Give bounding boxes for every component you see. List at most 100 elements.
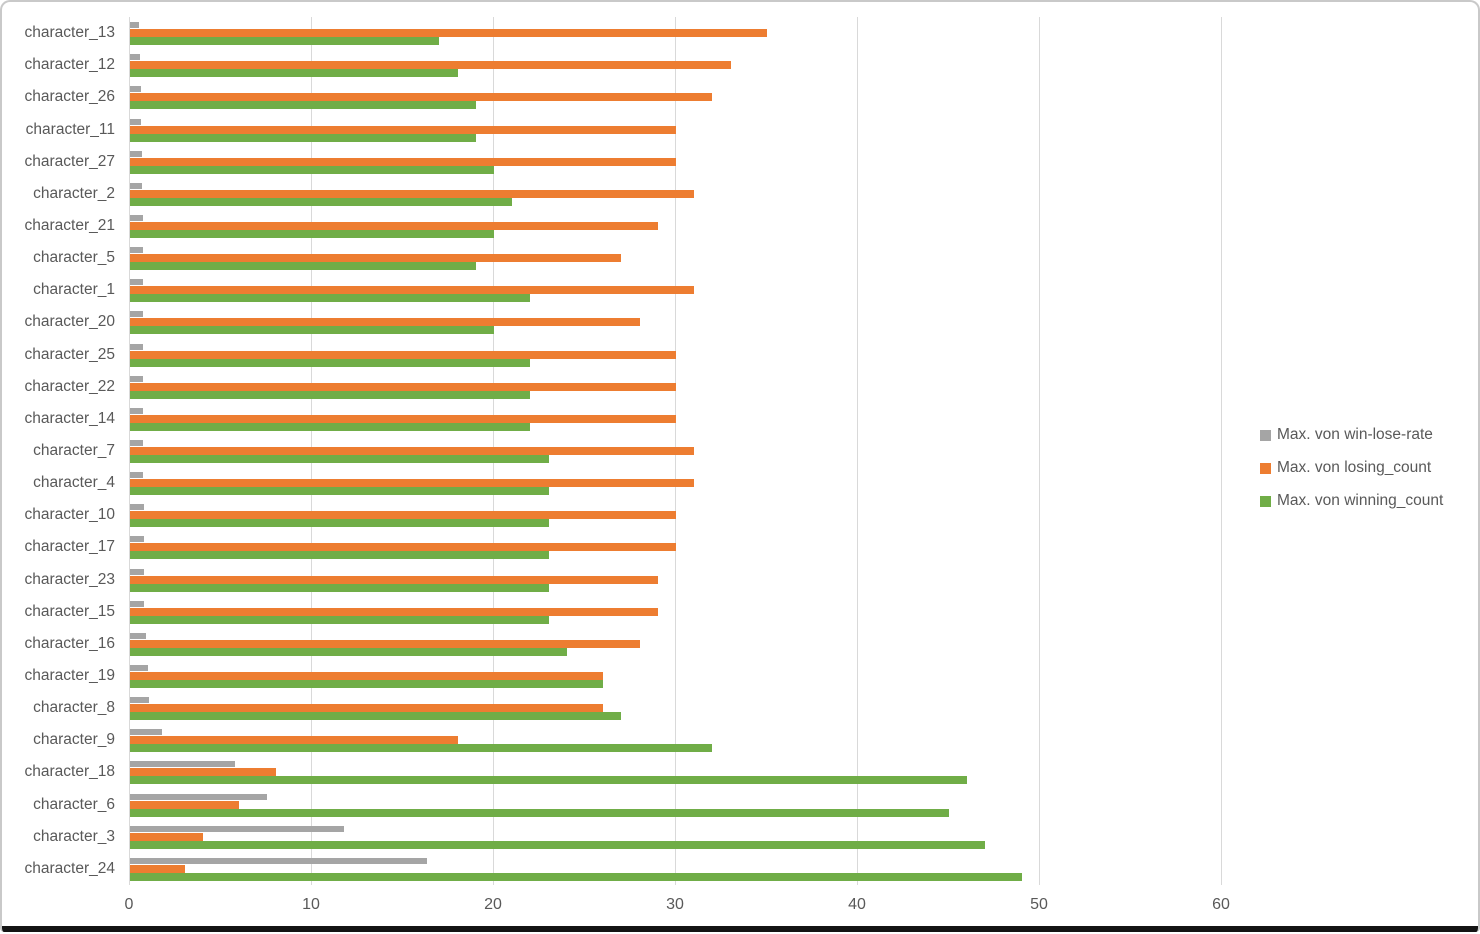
y-category-label: character_19: [24, 667, 115, 685]
bar-losing-count: [130, 639, 640, 648]
bar-losing-count: [130, 511, 676, 520]
y-category-label: character_24: [24, 859, 115, 877]
bar-winning-count: [130, 101, 476, 110]
y-category-label: character_13: [24, 24, 115, 42]
legend-item: Max. von winning_count: [1260, 491, 1443, 511]
bar-win-lose-rate: [130, 536, 144, 543]
x-tick-label-30: 30: [666, 896, 684, 913]
bar-winning-count: [130, 229, 494, 238]
legend-item-label: Max. von losing_count: [1277, 459, 1432, 476]
gridline-60: [1221, 17, 1222, 885]
y-category-label: character_21: [24, 216, 115, 234]
bar-winning-count: [130, 583, 549, 592]
legend-swatch-icon: [1260, 462, 1271, 474]
bar-winning-count: [130, 744, 712, 753]
bar-win-lose-rate: [130, 343, 143, 350]
bar-win-lose-rate: [130, 857, 427, 864]
bar-win-lose-rate: [130, 407, 143, 414]
bar-win-lose-rate: [130, 118, 141, 125]
bar-winning-count: [130, 422, 530, 431]
y-category-label: character_16: [24, 634, 115, 652]
bar-winning-count: [130, 37, 439, 46]
bar-losing-count: [130, 543, 676, 552]
bar-losing-count: [130, 350, 676, 359]
bar-winning-count: [130, 358, 530, 367]
y-category-label: character_14: [24, 409, 115, 427]
bar-losing-count: [130, 607, 658, 616]
x-tick-label-60: 60: [1212, 896, 1230, 913]
legend-item-label: Max. von win-lose-rate: [1277, 426, 1433, 443]
bar-losing-count: [130, 254, 621, 263]
y-category-label: character_1: [33, 281, 115, 299]
y-category-label: character_12: [24, 56, 115, 74]
bar-winning-count: [130, 519, 549, 528]
bar-winning-count: [130, 326, 494, 335]
y-category-label: character_7: [33, 442, 115, 459]
y-category-label: character_8: [33, 699, 115, 717]
bar-losing-count: [130, 221, 658, 230]
bar-win-lose-rate: [130, 214, 143, 221]
gridline-50: [1039, 17, 1040, 885]
y-category-label: character_2: [33, 184, 115, 202]
y-category-label: character_6: [33, 795, 115, 813]
legend-swatch-icon: [1260, 495, 1271, 507]
bar-winning-count: [130, 487, 549, 496]
bar-winning-count: [130, 840, 985, 849]
gridline-0: [129, 17, 130, 885]
bar-winning-count: [130, 455, 549, 463]
bar-losing-count: [130, 318, 640, 327]
bar-losing-count: [130, 61, 731, 70]
y-category-label: character_11: [25, 120, 115, 138]
bar-win-lose-rate: [130, 600, 144, 607]
bar-losing-count: [130, 704, 603, 713]
bar-losing-count: [130, 800, 239, 809]
x-tick-label-40: 40: [848, 896, 866, 913]
bar-win-lose-rate: [130, 375, 143, 382]
bar-losing-count: [130, 157, 676, 166]
y-category-label: character_23: [24, 570, 115, 588]
y-category-label: character_10: [24, 506, 115, 524]
bar-win-lose-rate: [130, 472, 143, 479]
legend: Max. von win-lose-rate Max. von losing_co…: [1260, 425, 1443, 524]
legend-item: Max. von win-lose-rate: [1260, 425, 1443, 445]
bar-win-lose-rate: [130, 311, 143, 318]
bar-win-lose-rate: [130, 279, 143, 286]
bar-winning-count: [130, 390, 530, 399]
x-tick-label-10: 10: [302, 896, 320, 913]
y-category-label: character_3: [33, 827, 115, 845]
window-bottom-border: [2, 926, 1478, 932]
bar-win-lose-rate: [130, 761, 235, 768]
y-category-label: character_5: [33, 249, 115, 267]
bar-losing-count: [130, 125, 676, 134]
bar-win-lose-rate: [130, 729, 162, 736]
x-tick-label-50: 50: [1030, 896, 1048, 913]
legend-item: Max. von losing_count: [1260, 458, 1443, 478]
bar-win-lose-rate: [130, 568, 144, 575]
bar-winning-count: [130, 776, 967, 785]
y-category-label: character_17: [24, 538, 115, 556]
legend-item-label: Max. von winning_count: [1277, 492, 1444, 509]
bar-win-lose-rate: [130, 665, 148, 672]
y-category-label: character_22: [24, 377, 115, 395]
x-tick-label-0: 0: [124, 896, 134, 913]
bar-losing-count: [130, 29, 767, 38]
bar-losing-count: [130, 575, 658, 584]
bar-win-lose-rate: [130, 793, 267, 800]
y-category-label: character_20: [24, 313, 115, 331]
y-category-label: character_15: [24, 602, 115, 620]
bar-win-lose-rate: [130, 182, 142, 189]
bar-win-lose-rate: [130, 247, 143, 254]
bar-losing-count: [130, 447, 694, 455]
bar-winning-count: [130, 680, 603, 689]
bar-winning-count: [130, 294, 530, 303]
bar-win-lose-rate: [130, 22, 139, 29]
legend-swatch-icon: [1260, 429, 1271, 441]
bar-winning-count: [130, 615, 549, 624]
bar-winning-count: [130, 808, 949, 817]
bar-winning-count: [130, 69, 458, 78]
gridline-40: [857, 17, 858, 885]
bar-winning-count: [130, 133, 476, 142]
bar-losing-count: [130, 479, 694, 488]
bar-losing-count: [130, 189, 694, 198]
